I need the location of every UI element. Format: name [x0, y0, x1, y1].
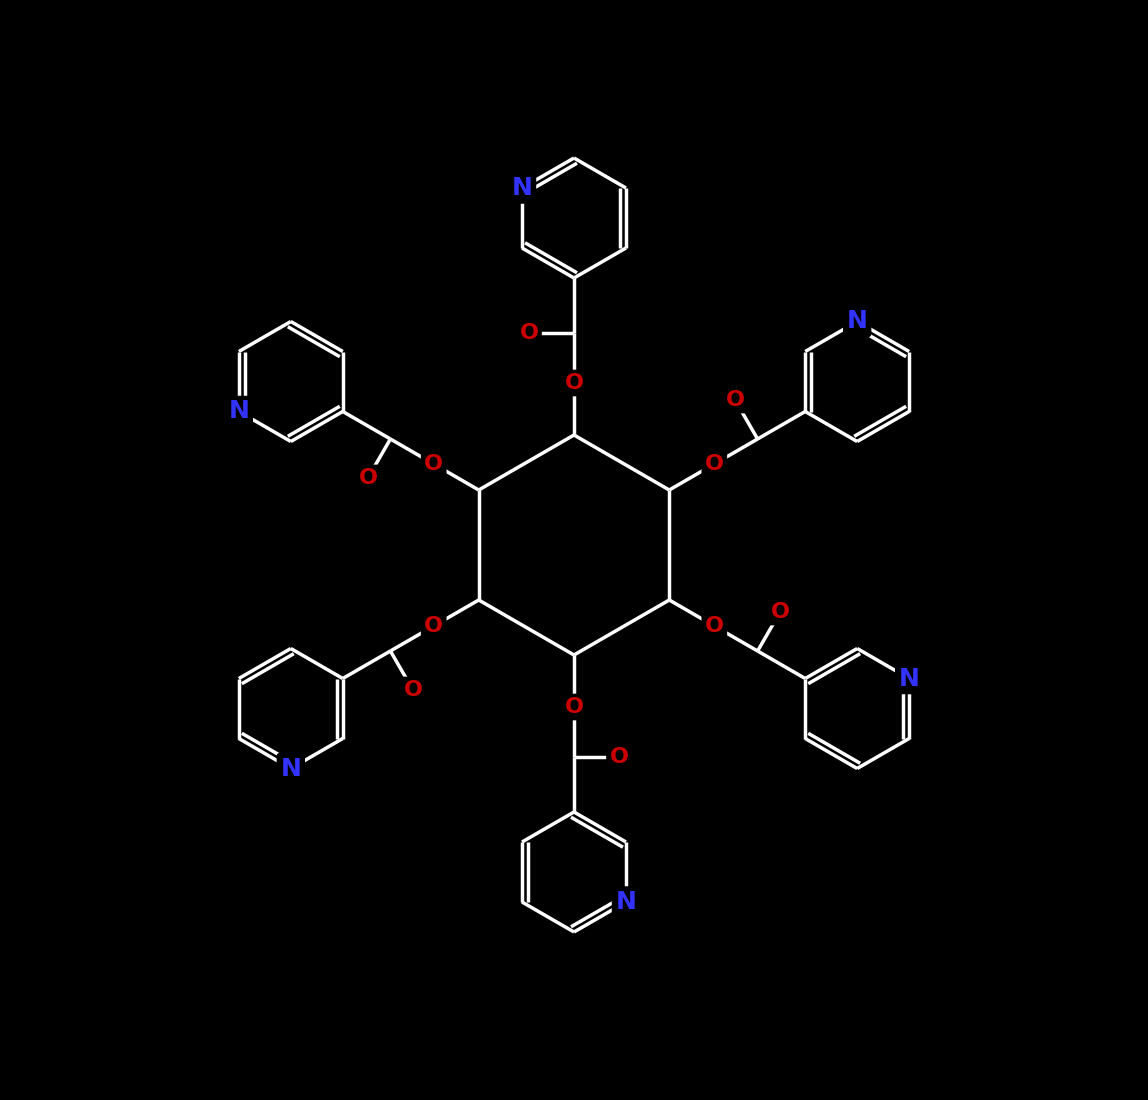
Text: N: N [899, 667, 920, 691]
Text: O: O [705, 616, 723, 636]
Text: N: N [280, 757, 301, 781]
Text: O: O [403, 680, 422, 700]
Text: O: O [565, 697, 583, 717]
Text: N: N [615, 890, 636, 914]
Text: O: O [726, 390, 745, 410]
Text: O: O [565, 373, 583, 393]
Text: N: N [847, 309, 868, 333]
Text: O: O [425, 454, 443, 474]
Text: O: O [610, 747, 628, 767]
Text: O: O [425, 616, 443, 636]
Text: N: N [512, 176, 533, 200]
Text: O: O [358, 468, 378, 488]
Text: O: O [705, 454, 723, 474]
Text: N: N [228, 399, 249, 424]
Text: O: O [520, 323, 538, 343]
Text: O: O [770, 602, 790, 621]
